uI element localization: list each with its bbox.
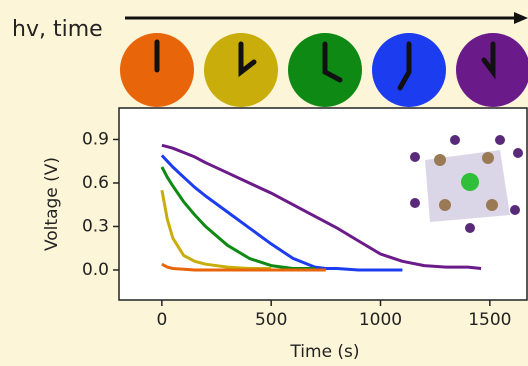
x-tick-label: 1000 — [359, 310, 402, 330]
atom — [513, 148, 523, 158]
atom — [510, 205, 520, 215]
y-tick-label: 0.0 — [82, 260, 109, 280]
x-axis-label: Time (s) — [289, 342, 359, 362]
x-tick-label: 500 — [255, 310, 287, 330]
atom — [450, 135, 460, 145]
y-tick-label: 0.6 — [82, 173, 109, 193]
arrow-label: hv, time — [12, 17, 103, 42]
y-tick-label: 0.9 — [82, 129, 109, 149]
clocks — [120, 33, 528, 107]
atom — [434, 154, 446, 166]
atom — [486, 199, 498, 211]
y-axis-label: Voltage (V) — [42, 157, 62, 251]
atom — [465, 223, 475, 233]
atom — [482, 152, 494, 164]
x-tick-label: 0 — [156, 310, 167, 330]
atom — [461, 173, 479, 191]
y-tick-label: 0.3 — [82, 216, 109, 236]
atom — [410, 198, 420, 208]
atom — [495, 135, 505, 145]
chart: hv, time Time (s) Voltage (V) 0.0 0.3 0.6 0… — [0, 0, 528, 366]
x-tick-label: 1500 — [468, 310, 511, 330]
page: hv, time Time (s) Voltage (V) 0.0 0.3 0.6 0… — [0, 0, 528, 366]
atom — [439, 199, 451, 211]
atom — [410, 152, 420, 162]
